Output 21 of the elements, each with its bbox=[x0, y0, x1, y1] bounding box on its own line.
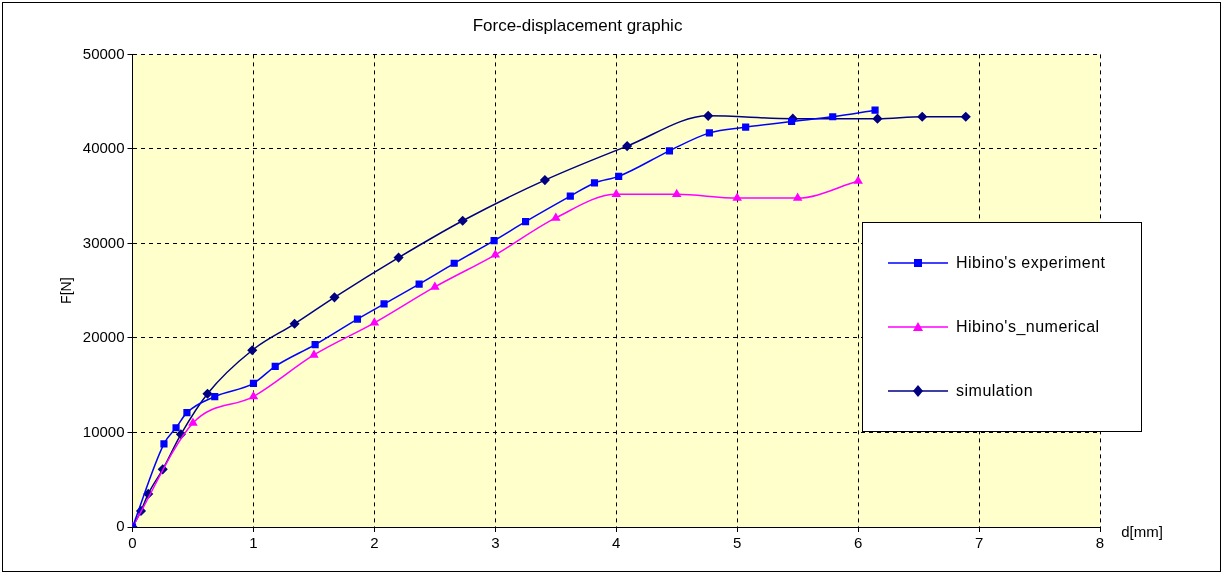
x-tick-label: 1 bbox=[249, 534, 258, 552]
x-axis-title: d[mm] bbox=[1121, 523, 1163, 540]
x-tick-label: 8 bbox=[1095, 534, 1105, 552]
x-tick-label: 0 bbox=[128, 534, 137, 552]
y-tick-label: 50000 bbox=[82, 44, 125, 62]
x-tick-label: 7 bbox=[974, 534, 984, 552]
x-tick-label: 5 bbox=[733, 534, 742, 552]
x-tick-label: 4 bbox=[612, 534, 621, 552]
y-axis-title: F[N] bbox=[58, 277, 75, 304]
chart-title: Force-displacement graphic bbox=[472, 15, 683, 35]
y-tick-label: 0 bbox=[116, 517, 125, 535]
legend-label: Hibino's experiment bbox=[956, 254, 1106, 272]
y-tick-label: 20000 bbox=[82, 328, 125, 346]
y-tick-label: 10000 bbox=[82, 422, 125, 440]
y-tick-label: 30000 bbox=[82, 233, 125, 251]
x-tick-label: 3 bbox=[491, 534, 500, 552]
legend-label: Hibino's_numerical bbox=[956, 318, 1100, 336]
x-tick-label: 6 bbox=[853, 534, 863, 552]
x-tick-label: 2 bbox=[370, 534, 379, 552]
y-tick-label: 40000 bbox=[82, 139, 125, 157]
legend-label: simulation bbox=[956, 382, 1034, 400]
